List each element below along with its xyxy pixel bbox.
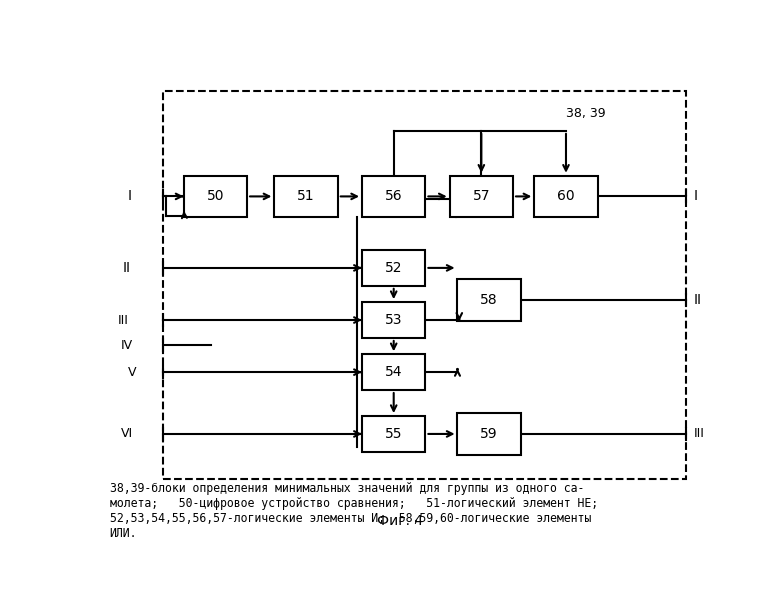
Text: 38, 39: 38, 39 bbox=[566, 107, 605, 120]
Bar bbox=[458, 413, 521, 455]
Text: 52: 52 bbox=[385, 261, 402, 275]
Text: I: I bbox=[128, 189, 132, 204]
Text: 55: 55 bbox=[385, 427, 402, 441]
Bar bbox=[534, 176, 597, 217]
Text: IV: IV bbox=[120, 339, 133, 352]
Text: III: III bbox=[693, 428, 704, 440]
Bar bbox=[362, 250, 425, 286]
Text: 54: 54 bbox=[385, 365, 402, 379]
Text: 60: 60 bbox=[557, 189, 575, 204]
Bar bbox=[362, 416, 425, 452]
Text: III: III bbox=[118, 313, 129, 326]
Text: 58: 58 bbox=[480, 293, 498, 307]
Text: 50: 50 bbox=[207, 189, 224, 204]
Bar bbox=[183, 176, 247, 217]
Bar bbox=[362, 176, 425, 217]
Bar bbox=[275, 176, 338, 217]
Text: 51: 51 bbox=[297, 189, 315, 204]
Bar bbox=[362, 302, 425, 338]
Text: 59: 59 bbox=[480, 427, 498, 441]
Bar bbox=[163, 91, 686, 479]
Text: II: II bbox=[693, 293, 701, 307]
Text: VI: VI bbox=[120, 428, 133, 440]
Text: 53: 53 bbox=[385, 313, 402, 327]
Text: 57: 57 bbox=[473, 189, 490, 204]
Bar bbox=[458, 279, 521, 321]
Text: I: I bbox=[693, 189, 697, 204]
Text: 56: 56 bbox=[385, 189, 402, 204]
Bar bbox=[449, 176, 513, 217]
Text: II: II bbox=[122, 261, 130, 275]
Text: V: V bbox=[129, 365, 136, 379]
Text: 38,39-блоки определения минимальных значений для группы из одного са-
молета;   : 38,39-блоки определения минимальных знач… bbox=[109, 482, 597, 540]
Bar bbox=[362, 354, 425, 390]
Text: Фиг. 4: Фиг. 4 bbox=[377, 513, 423, 528]
